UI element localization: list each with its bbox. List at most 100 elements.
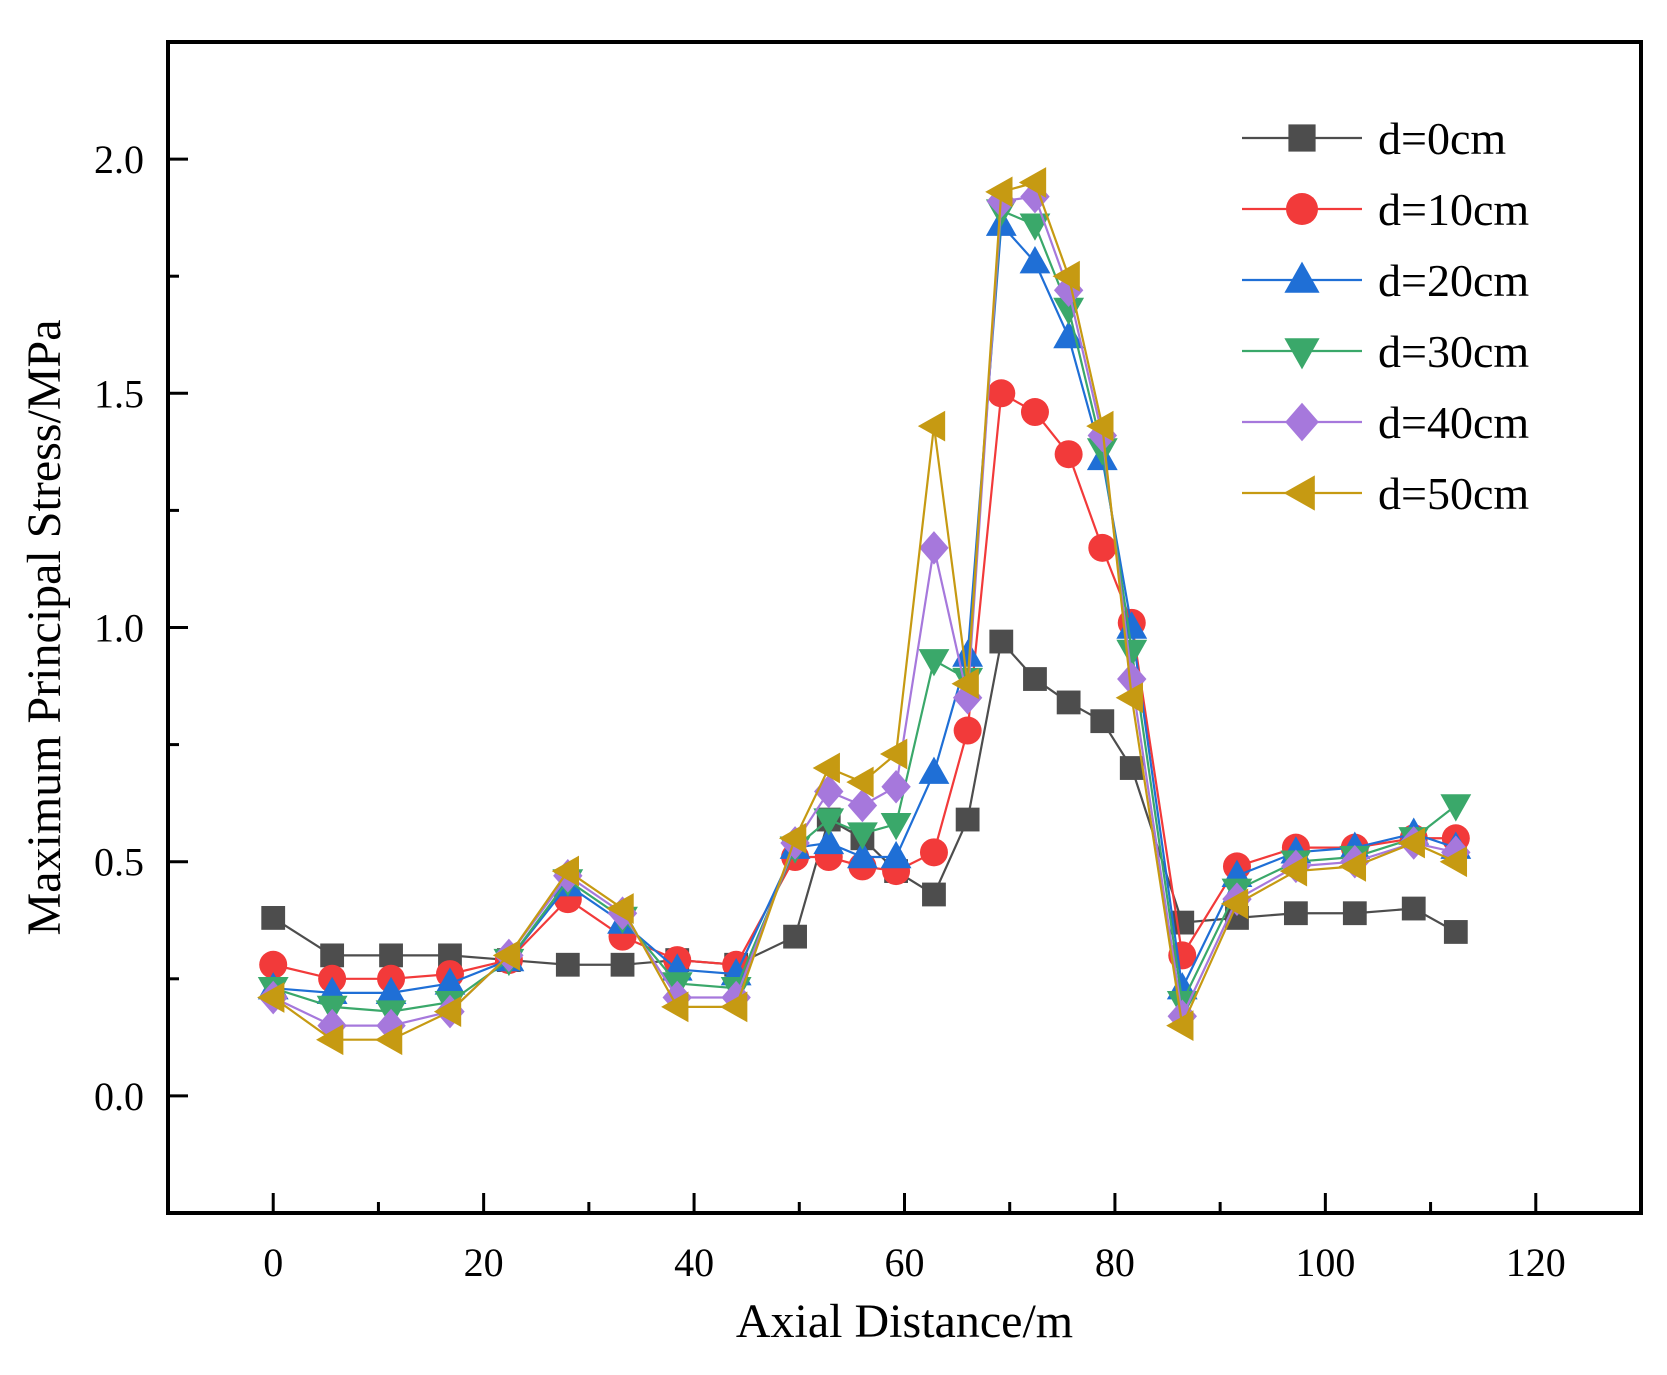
x-axis: 0 20 40 60 80 100 120 [263, 1193, 1566, 1285]
y-tick-label: 0.0 [94, 1074, 144, 1119]
data-point [953, 716, 982, 745]
data-point [1117, 662, 1147, 696]
data-point [919, 838, 948, 867]
data-point [610, 952, 635, 977]
legend-marker [1284, 338, 1320, 370]
data-point [261, 906, 286, 930]
series-line [272, 195, 1457, 1027]
data-point [880, 813, 912, 841]
legend-label: d=40cm [1378, 397, 1529, 448]
data-point [847, 822, 878, 850]
x-tick-label: 0 [263, 1240, 283, 1285]
data-point [379, 943, 403, 968]
data-point [1342, 901, 1367, 926]
series-d=20cm [257, 208, 1472, 1005]
legend-item: d=40cm [1242, 397, 1529, 448]
series-line [272, 209, 1457, 1013]
data-point [316, 1024, 344, 1056]
legend-marker [1285, 402, 1319, 442]
data-point [1019, 246, 1051, 274]
data-point [985, 176, 1013, 208]
data-point [1088, 533, 1117, 562]
legend-item: d=10cm [1242, 184, 1529, 235]
data-point [1018, 167, 1047, 198]
legend: d=0cm d=10cm d=20cm d=30cm d=40cm d=50cm [1242, 113, 1529, 519]
data-point [1053, 297, 1085, 326]
series-line [272, 391, 1456, 980]
data-point [1115, 682, 1143, 714]
legend-item: d=0cm [1242, 113, 1506, 164]
data-point [1116, 639, 1148, 668]
x-tick-label: 60 [885, 1240, 925, 1285]
data-point [879, 738, 908, 770]
x-tick-label: 80 [1095, 1240, 1135, 1285]
x-tick-label: 40 [674, 1240, 714, 1285]
data-point [951, 668, 979, 700]
data-point [375, 976, 407, 1005]
legend-marker [1288, 124, 1316, 152]
data-point [1440, 794, 1472, 822]
data-point [257, 982, 285, 1013]
data-point [1056, 690, 1081, 715]
y-tick-label: 1.0 [94, 606, 144, 651]
data-point [606, 893, 634, 924]
data-point [812, 752, 840, 784]
data-point [1397, 827, 1425, 859]
plot-area [257, 167, 1472, 1056]
data-point [662, 980, 692, 1015]
series-d=10cm [259, 379, 1470, 993]
data-point [1052, 260, 1080, 292]
data-point [1338, 850, 1367, 882]
series-line [272, 181, 1457, 1041]
data-point [555, 952, 580, 977]
data-point [813, 826, 845, 855]
data-point [1023, 667, 1047, 691]
data-point [1119, 756, 1144, 780]
x-tick-label: 100 [1295, 1240, 1355, 1285]
data-point [922, 882, 946, 907]
data-point [1020, 179, 1050, 214]
data-point [778, 822, 807, 854]
legend-item: d=30cm [1242, 326, 1529, 377]
data-point [721, 980, 751, 1015]
data-point [259, 950, 288, 979]
y-tick-label: 0.5 [94, 840, 144, 885]
data-point [919, 531, 949, 565]
legend-marker [1283, 475, 1315, 511]
data-point [1279, 855, 1308, 887]
y-tick-label: 1.5 [94, 371, 144, 416]
data-point [492, 939, 521, 971]
series-d=50cm [257, 167, 1468, 1056]
legend-label: d=20cm [1378, 255, 1529, 306]
data-point [1090, 709, 1115, 734]
data-point [1401, 896, 1426, 921]
legend-marker [1286, 193, 1318, 225]
data-point [813, 808, 845, 836]
data-point [918, 649, 950, 677]
data-point [1086, 410, 1114, 442]
data-point [847, 840, 878, 869]
data-point [1053, 273, 1084, 308]
x-tick-label: 20 [464, 1240, 504, 1285]
data-point [847, 788, 878, 823]
data-point [720, 991, 748, 1023]
y-axis-title: Maximum Principal Stress/MPa [18, 320, 71, 936]
data-point [917, 410, 946, 442]
legend-label: d=0cm [1378, 113, 1506, 164]
data-point [438, 943, 462, 968]
legend-label: d=10cm [1378, 184, 1529, 235]
data-point [1283, 901, 1308, 926]
data-point [955, 807, 980, 832]
legend-item: d=50cm [1242, 468, 1529, 519]
legend-marker [1284, 261, 1320, 293]
data-point [783, 924, 807, 949]
data-point [846, 766, 874, 798]
legend-item: d=20cm [1242, 255, 1529, 306]
y-axis: 0.0 0.5 1.0 1.5 2.0 [94, 137, 188, 1119]
data-point [661, 991, 689, 1023]
data-point [987, 379, 1016, 408]
data-point [952, 680, 983, 715]
data-point [433, 996, 462, 1027]
